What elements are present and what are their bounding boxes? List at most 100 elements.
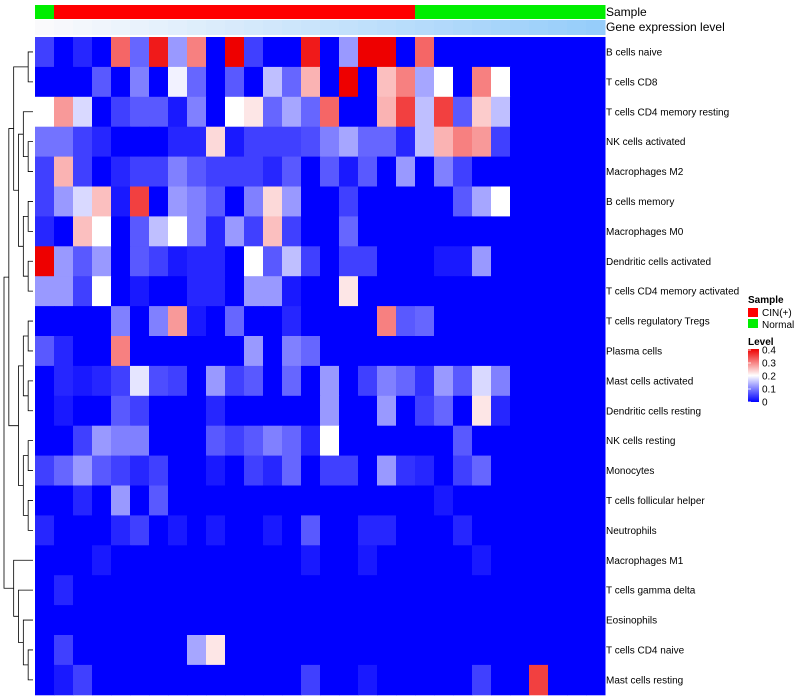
level-annotation-cell	[54, 20, 74, 35]
heatmap-cell	[92, 336, 112, 367]
heatmap-cell	[434, 485, 454, 516]
row-label: Dendritic cells activated	[606, 257, 711, 268]
sample-legend-swatch-cin	[748, 308, 758, 317]
heatmap-cell	[244, 126, 264, 158]
row-label: T cells regulatory Tregs	[606, 317, 710, 328]
heatmap-cell	[510, 365, 530, 397]
heatmap-cell	[529, 126, 549, 158]
heatmap-cell	[130, 216, 150, 247]
heatmap-cell	[282, 365, 302, 397]
heatmap-cell	[35, 515, 55, 546]
heatmap-cell	[92, 575, 112, 606]
dendrogram-branch	[27, 500, 33, 531]
heatmap-cell	[453, 246, 473, 277]
heatmap-cell	[92, 545, 112, 576]
dendrogram-branch	[27, 201, 33, 232]
gene-expression-level-bar	[35, 20, 606, 35]
dendrogram-branch	[27, 440, 33, 471]
heatmap-cell	[244, 635, 264, 666]
heatmap-cell	[168, 425, 188, 457]
heatmap-cell	[301, 635, 321, 666]
heatmap-cell	[206, 485, 226, 516]
heatmap-cell	[187, 216, 207, 247]
heatmap-cell	[396, 455, 416, 486]
heatmap-cell	[282, 126, 302, 158]
heatmap-cell	[396, 485, 416, 516]
heatmap-cell	[510, 485, 530, 516]
heatmap-cell	[567, 246, 587, 277]
heatmap-cell	[130, 96, 150, 128]
heatmap-cell	[472, 306, 492, 337]
heatmap-cell	[434, 186, 454, 217]
dendrogram-branch	[22, 335, 29, 397]
heatmap-cell	[377, 306, 397, 337]
heatmap-cell	[54, 66, 74, 98]
heatmap-cell	[491, 545, 511, 576]
heatmap-cell	[73, 216, 93, 247]
heatmap-cell	[282, 515, 302, 546]
row-label: T cells follicular helper	[606, 496, 705, 507]
heatmap-cell	[73, 605, 93, 636]
heatmap-cell	[244, 96, 264, 128]
heatmap-cell	[92, 605, 112, 636]
heatmap-cell	[567, 276, 587, 307]
heatmap-cell	[358, 126, 378, 158]
heatmap-cell	[206, 96, 226, 128]
sample-legend-title: Sample	[748, 295, 784, 306]
heatmap-cell	[415, 156, 435, 187]
heatmap-cell	[187, 365, 207, 397]
heatmap-cell	[377, 336, 397, 367]
heatmap-cell	[510, 216, 530, 247]
heatmap-cell	[415, 605, 435, 636]
heatmap-cell	[92, 186, 112, 217]
heatmap-cell	[586, 395, 606, 427]
level-annotation-cell	[510, 20, 530, 35]
heatmap-cell	[529, 186, 549, 217]
heatmap-cell	[415, 96, 435, 128]
row-label: T cells CD4 naive	[606, 645, 685, 656]
heatmap-cell	[301, 216, 321, 247]
heatmap-cell	[130, 664, 150, 696]
heatmap-cell	[225, 336, 245, 367]
heatmap-cell	[73, 306, 93, 337]
heatmap-cell	[548, 126, 568, 158]
heatmap-cell	[358, 306, 378, 337]
heatmap-cell	[35, 216, 55, 247]
heatmap-cell	[282, 635, 302, 666]
heatmap-cell	[434, 37, 454, 68]
heatmap-cell	[453, 545, 473, 576]
sample-annotation-cell	[263, 5, 283, 19]
heatmap-cell	[586, 545, 606, 576]
row-label: NK cells activated	[606, 137, 685, 148]
heatmap-cell	[510, 37, 530, 68]
heatmap-cell	[377, 425, 397, 457]
heatmap-cell	[301, 485, 321, 516]
heatmap-cell	[130, 66, 150, 98]
heatmap-cell	[149, 605, 169, 636]
heatmap-cell	[168, 395, 188, 427]
heatmap-cell	[529, 246, 549, 277]
heatmap-cell	[529, 336, 549, 367]
sample-annotation-cell	[434, 5, 454, 19]
sample-annotation-cell	[415, 5, 435, 19]
heatmap-cell	[168, 246, 188, 277]
level-annotation-cell	[168, 20, 188, 35]
heatmap-cell	[73, 186, 93, 217]
dendrogram-branch	[13, 559, 33, 617]
heatmap-cell	[453, 336, 473, 367]
heatmap-cell	[472, 605, 492, 636]
heatmap-cell	[263, 216, 283, 247]
heatmap-cell	[339, 246, 359, 277]
heatmap-cell	[529, 216, 549, 247]
heatmap-cell	[377, 96, 397, 128]
heatmap-cell	[510, 545, 530, 576]
level-legend-ticks: 0.4 0.3 0.2 0.1 0	[748, 346, 776, 409]
heatmap-cell	[434, 156, 454, 187]
heatmap-cell	[225, 664, 245, 696]
heatmap-cell	[149, 186, 169, 217]
heatmap-cell	[225, 306, 245, 337]
heatmap-cell	[130, 156, 150, 187]
heatmap-cell	[510, 96, 530, 128]
heatmap-cell	[377, 635, 397, 666]
